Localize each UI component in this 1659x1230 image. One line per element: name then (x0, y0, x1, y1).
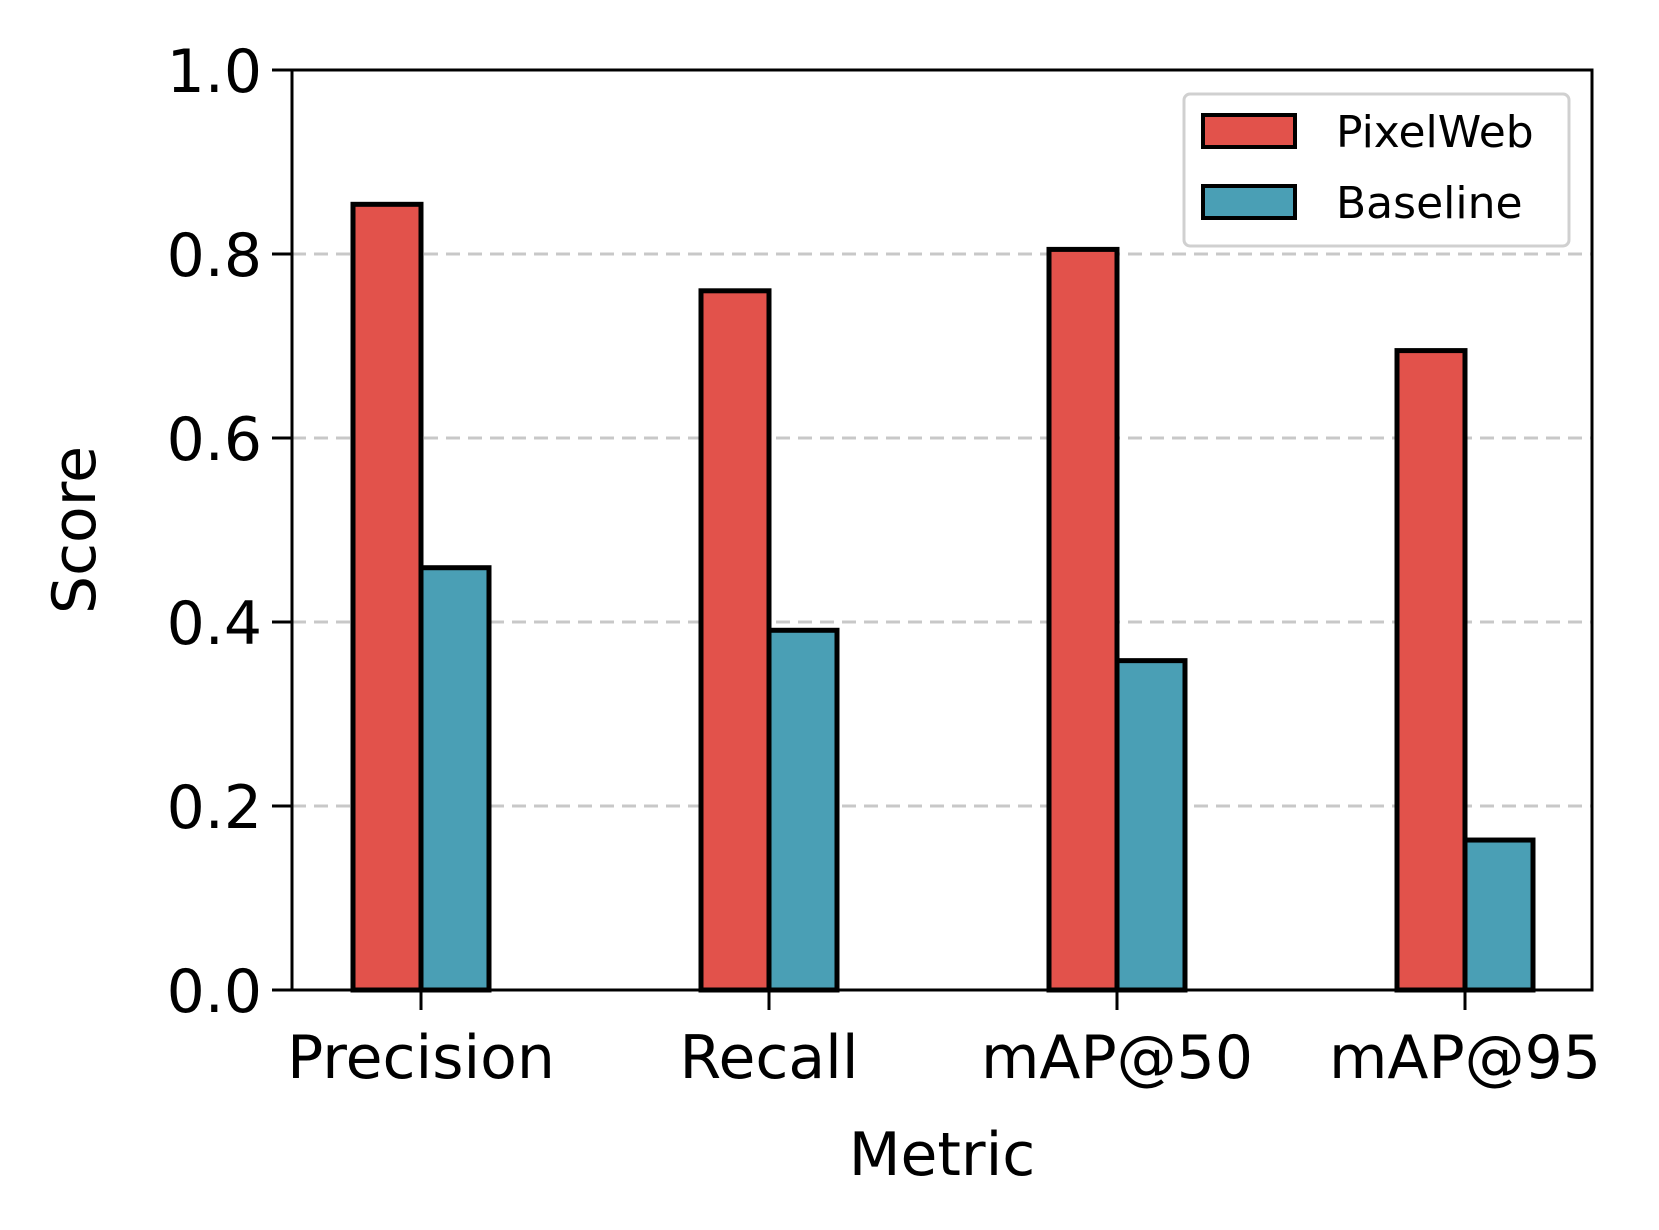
legend-label-baseline: Baseline (1336, 178, 1523, 229)
x-tick-label: mAP@95 (1329, 1023, 1601, 1093)
legend-swatch-baseline (1201, 184, 1297, 220)
legend-label-pixelweb: PixelWeb (1336, 107, 1534, 158)
bar-pixelweb-map50 (1046, 246, 1120, 993)
y-tick-label: 0.6 (167, 405, 262, 475)
x-axis-ticks: Precision Recall mAP@50 mAP@95 (287, 990, 1601, 1093)
y-tick-label: 1.0 (167, 37, 262, 107)
bar-baseline-recall (766, 627, 840, 993)
grid-lines (292, 252, 1592, 808)
x-tick-label: Precision (287, 1023, 555, 1093)
y-tick-label: 0.2 (167, 773, 262, 843)
bar-baseline-map95 (1462, 837, 1536, 993)
plot-frame (290, 68, 1594, 992)
bar-pixelweb-map95 (1394, 348, 1468, 993)
bars (350, 201, 1536, 993)
y-tick-label: 0.8 (167, 221, 262, 291)
bar-baseline-precision (418, 565, 492, 993)
x-tick-label: Recall (679, 1023, 858, 1093)
y-tick-label: 0.4 (167, 589, 262, 659)
legend-swatch-pixelweb (1201, 113, 1297, 149)
bar-baseline-map50 (1114, 658, 1188, 993)
y-axis-ticks: 0.0 0.2 0.4 0.6 0.8 1.0 (167, 37, 292, 1027)
x-tick-label: mAP@50 (981, 1023, 1253, 1093)
y-tick-label: 0.0 (167, 957, 262, 1027)
bar-pixelweb-precision (350, 201, 424, 993)
x-axis-label: Metric (849, 1120, 1036, 1190)
y-axis-label: Score (40, 446, 110, 614)
legend: PixelWeb Baseline (1182, 92, 1571, 248)
bar-pixelweb-recall (698, 288, 772, 993)
